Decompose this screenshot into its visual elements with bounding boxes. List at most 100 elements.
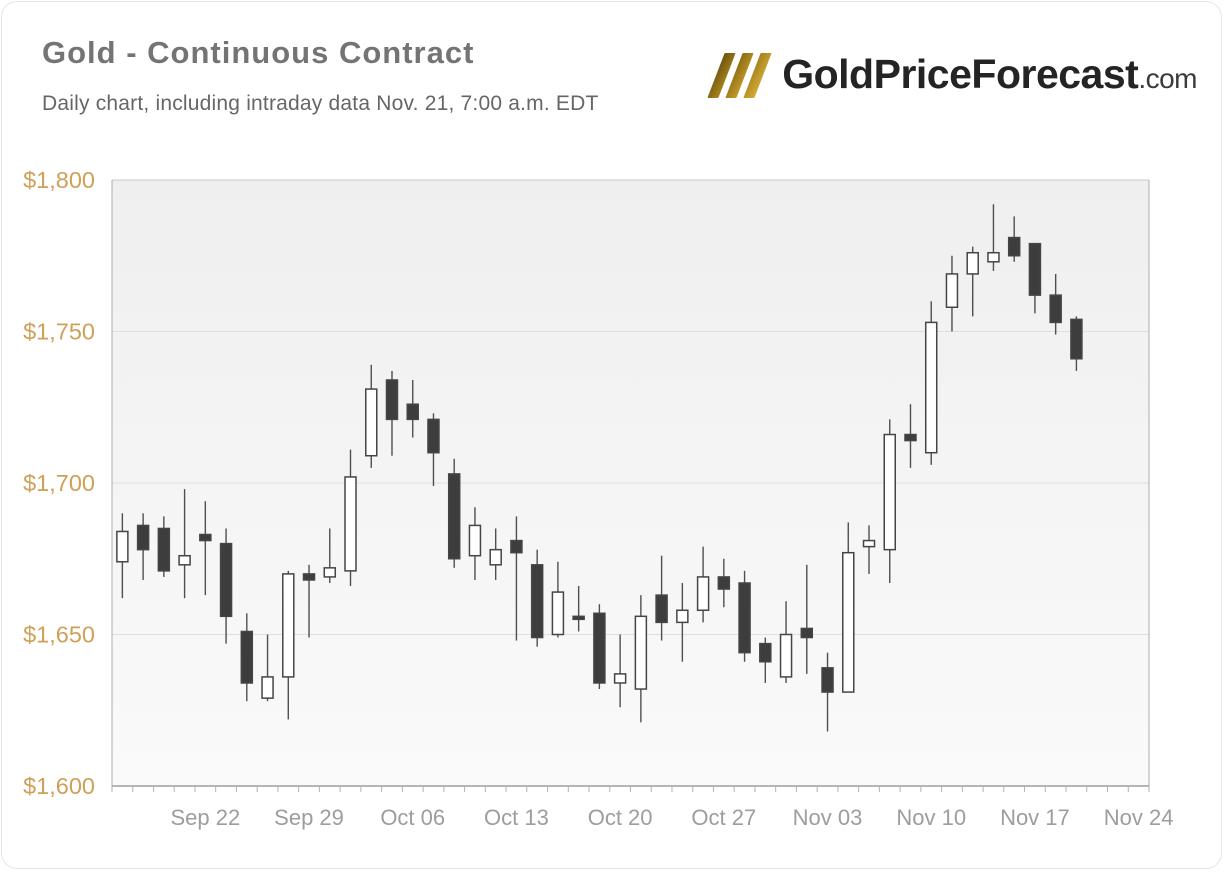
candle-body: [613, 673, 627, 684]
x-axis-label: Oct 27: [691, 805, 756, 830]
x-axis-label: Nov 03: [793, 805, 863, 830]
x-axis-label: Oct 06: [380, 805, 445, 830]
candle: [530, 549, 544, 647]
candle: [759, 637, 772, 683]
x-axis-label: Nov 10: [896, 805, 966, 830]
candle-body: [344, 476, 357, 572]
candle: [676, 582, 689, 662]
candle-body: [676, 609, 689, 624]
candle: [987, 204, 1000, 271]
candle-body: [924, 321, 938, 454]
candle: [966, 246, 979, 317]
logo-tld: .com: [1138, 62, 1197, 94]
candle-body: [385, 379, 399, 421]
candle-body: [199, 533, 212, 542]
candle: [572, 586, 585, 632]
y-axis-label: $1,800: [23, 167, 95, 193]
candle: [924, 301, 938, 465]
candle-body: [1049, 294, 1062, 324]
candle-body: [593, 612, 606, 684]
candle-body: [842, 551, 855, 693]
candle-body: [447, 473, 461, 560]
candle-body: [655, 594, 668, 624]
candle: [323, 528, 337, 583]
candle: [199, 501, 212, 596]
candle: [883, 419, 896, 583]
brand-logo: GoldPriceForecast.com: [707, 46, 1197, 102]
candle-body: [1007, 236, 1021, 257]
candle: [468, 507, 482, 580]
x-axis-label: Sep 29: [274, 805, 344, 830]
candle: [945, 255, 959, 332]
candle-body: [489, 548, 502, 566]
candle-body: [779, 633, 793, 678]
candle: [510, 516, 523, 641]
candle-body: [696, 576, 710, 612]
candle-body: [904, 433, 917, 442]
candle: [178, 489, 191, 599]
candle: [365, 364, 378, 468]
logo-brand: GoldPriceForecast: [782, 50, 1139, 97]
candle-body: [862, 539, 876, 548]
candle-body: [178, 554, 191, 566]
candle-body: [717, 576, 731, 590]
candle-body: [406, 403, 419, 421]
candle-body: [530, 564, 544, 639]
page-title: Gold - Continuous Contract: [42, 35, 475, 70]
y-axis-label: $1,700: [23, 470, 95, 496]
candle-body: [240, 630, 254, 684]
candle: [385, 370, 399, 456]
candle: [406, 379, 419, 438]
candle: [1028, 242, 1042, 314]
x-axis-label: Oct 13: [484, 805, 549, 830]
candle: [738, 570, 751, 662]
candle: [1070, 316, 1083, 371]
candle: [634, 595, 648, 723]
candle: [717, 558, 731, 608]
candle: [821, 652, 834, 732]
candle: [302, 564, 316, 638]
candle-body: [572, 615, 585, 621]
x-axis-label: Nov 17: [1000, 805, 1070, 830]
candle-body: [945, 273, 959, 309]
candle: [1049, 273, 1062, 335]
candle: [344, 449, 357, 587]
candle: [1007, 216, 1021, 262]
x-axis-label: Nov 24: [1104, 805, 1174, 830]
candle-body: [800, 627, 814, 639]
candle-body: [427, 418, 440, 454]
x-axis-label: Sep 22: [170, 805, 240, 830]
candle: [655, 555, 668, 641]
candle-body: [323, 567, 337, 578]
candle-body: [551, 591, 565, 636]
candle: [427, 413, 440, 487]
logo-text: GoldPriceForecast.com: [782, 51, 1197, 98]
candle-body: [282, 573, 295, 678]
candle-body: [966, 251, 979, 275]
candle: [136, 513, 150, 580]
candle-body: [219, 542, 233, 618]
candle-body: [634, 615, 648, 690]
y-axis-label: $1,600: [23, 773, 95, 799]
candle-body: [738, 582, 751, 654]
y-axis-label: $1,750: [23, 319, 95, 345]
candle: [862, 525, 876, 574]
candle: [842, 522, 855, 693]
candle-body: [883, 433, 896, 551]
candle: [240, 613, 254, 702]
x-axis-label: Oct 20: [588, 805, 653, 830]
candle-body: [261, 676, 274, 699]
candle: [800, 564, 814, 674]
candle-body: [365, 388, 378, 457]
candle-body: [759, 642, 772, 663]
candle-body: [157, 527, 171, 572]
candle: [489, 528, 502, 580]
candle-body: [987, 251, 1000, 263]
candle-body: [821, 667, 834, 693]
candle-body: [136, 524, 150, 551]
candle: [157, 516, 171, 577]
candle: [282, 570, 295, 720]
